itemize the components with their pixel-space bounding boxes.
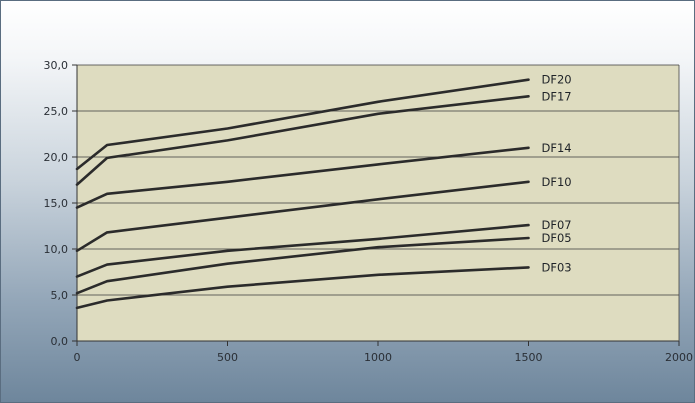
y-tick-label: 0,0 — [51, 335, 69, 348]
series-label-df14: DF14 — [542, 141, 572, 155]
x-tick-label: 1000 — [364, 351, 392, 364]
y-tick-label: 30,0 — [44, 59, 69, 72]
series-line-df05 — [75, 236, 530, 295]
y-tick-label: 20,0 — [44, 151, 69, 164]
series-lines — [75, 78, 530, 310]
series-line-df20 — [75, 78, 530, 171]
series-line-df07 — [75, 223, 530, 278]
y-tick-label: 15,0 — [44, 197, 69, 210]
y-tick-label: 25,0 — [44, 105, 69, 118]
series-label-df07: DF07 — [542, 218, 572, 232]
x-tick-label: 0 — [74, 351, 81, 364]
x-tick-label: 500 — [217, 351, 238, 364]
series-line-df10 — [75, 180, 530, 253]
series-line-df17 — [75, 95, 530, 186]
series-label-df17: DF17 — [542, 89, 572, 103]
series-label-df10: DF10 — [542, 175, 572, 189]
series-line-df03 — [75, 266, 530, 310]
x-tick-label: 2000 — [665, 351, 693, 364]
series-label-df05: DF05 — [542, 231, 572, 245]
series-label-df03: DF03 — [542, 260, 572, 274]
x-tick-label: 1500 — [515, 351, 543, 364]
series-label-df20: DF20 — [542, 73, 572, 87]
axes: 0,0 5,0 10,0 15,0 20,0 25,0 30,0 0 500 1000 1500 20… — [44, 59, 694, 364]
y-tick-label: 5,0 — [51, 289, 69, 302]
grid-lines — [77, 64, 679, 296]
series-line-df14 — [75, 146, 530, 209]
y-tick-label: 10,0 — [44, 243, 69, 256]
